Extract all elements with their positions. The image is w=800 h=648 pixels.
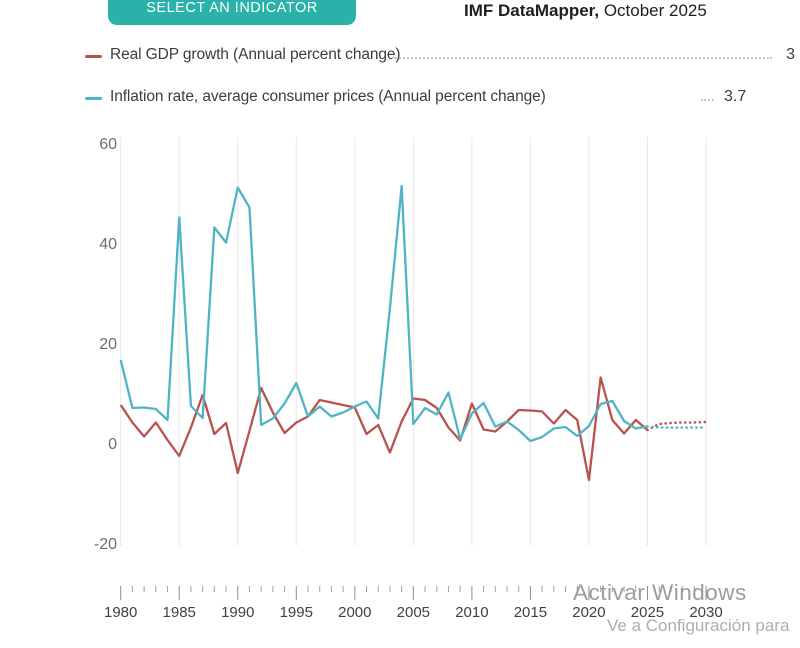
x-axis-label: 2030 (689, 604, 723, 621)
y-axis-label: 40 (99, 236, 117, 253)
legend-swatch-inflation-icon (85, 97, 102, 100)
x-axis-label: 2000 (338, 604, 372, 621)
series-projection-gdp[interactable] (646, 420, 708, 432)
x-axis-label: 2010 (455, 604, 489, 621)
legend-value-inflation: 3.7 (724, 88, 747, 105)
x-axis-label: 2005 (396, 604, 431, 621)
legend-label-inflation: Inflation rate, average consumer prices … (110, 88, 546, 105)
legend-row-inflation[interactable]: Inflation rate, average consumer prices … (0, 88, 800, 110)
y-axis-label: 0 (108, 436, 117, 453)
y-axis-label: 60 (99, 136, 117, 153)
x-axis-label: 1985 (162, 604, 196, 621)
windows-activation-watermark: Activar Windows (573, 580, 747, 605)
legend-swatch-gdp-icon (85, 55, 102, 58)
datamapper-date: October 2025 (599, 1, 707, 20)
y-axis-label: 20 (99, 336, 117, 353)
series-line-gdp[interactable] (119, 376, 649, 482)
series-projection-inflation[interactable] (646, 425, 708, 429)
x-axis-label: 1980 (104, 604, 138, 621)
x-axis-label: 1990 (221, 604, 255, 621)
datamapper-title: IMF DataMapper, October 2025 (464, 1, 794, 21)
x-axis-label: 2025 (630, 604, 665, 621)
windows-activation-watermark-sub: Ve a Configuración para (607, 616, 790, 635)
y-axis-label: -20 (93, 536, 117, 553)
x-axis-label: 2015 (513, 604, 548, 621)
legend-value-gdp: 3 (786, 46, 795, 63)
legend-label-gdp: Real GDP growth (Annual percent change) (110, 46, 401, 63)
x-axis-label: 1995 (279, 604, 313, 621)
legend-leader-gdp (392, 57, 772, 59)
x-axis-label: 2020 (572, 604, 606, 621)
legend-row-gdp[interactable]: Real GDP growth (Annual percent change) … (0, 46, 800, 68)
select-indicator-button[interactable]: SELECT AN INDICATOR (108, 0, 356, 25)
series-line-inflation[interactable] (119, 184, 648, 443)
legend-leader-inflation (701, 99, 714, 101)
datamapper-brand: IMF DataMapper, (464, 1, 600, 20)
